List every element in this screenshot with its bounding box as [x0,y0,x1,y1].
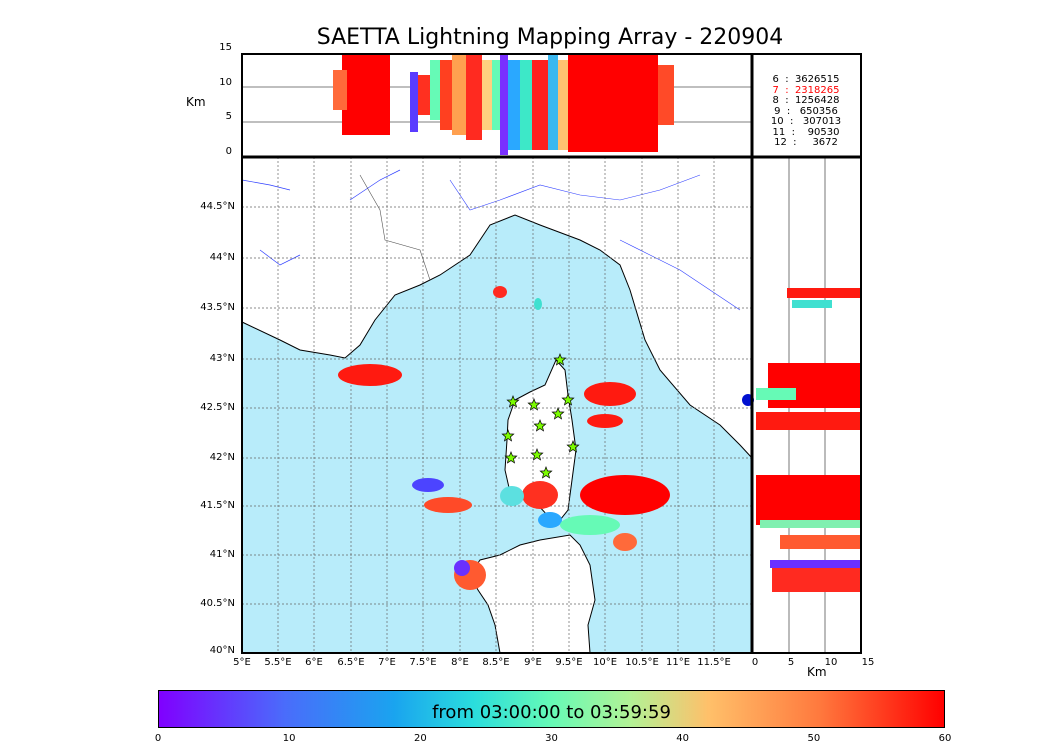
top-panel-y-label: Km [186,95,206,109]
map-panel [241,156,753,654]
longitude-tick: 10°E [592,657,618,668]
colorbar-label: from 03:00:00 to 03:59:59 [432,702,671,723]
latitude-tick: 44.5°N [200,201,235,212]
latitude-altitude-panel [742,156,862,654]
colorbar-tick: 0 [154,733,162,744]
top-panel-y-tick: 5 [225,111,232,122]
source-count-line: 8 : 1256428 [772,95,840,106]
longitude-tick: 10.5°E [625,657,659,668]
source-count-line: 7 : 2318265 [772,84,840,96]
source-count-line: 11 : 90530 [772,126,840,138]
longitude-tick: 8°E [451,657,469,668]
station-markers [501,353,580,479]
right-panel-x-label: Km [807,665,827,679]
longitude-tick: 11.5°E [697,657,731,668]
station-star [551,407,565,420]
source-count-line: 6 : 3626515 [772,74,840,85]
longitude-tick: 6°E [305,657,323,668]
longitude-tick: 6.5°E [337,657,365,668]
latitude-tick: 41°N [209,549,235,560]
source-count-line: 9 : 650356 [774,105,838,117]
station-star [533,419,547,432]
station-star [501,429,515,442]
latitude-tick: 41.5°N [200,500,235,511]
station-star [561,393,575,406]
time-colorbar [158,690,945,728]
colorbar-tick: 20 [413,733,427,744]
longitude-tick: 5°E [233,657,251,668]
altitude-scatter [333,55,674,155]
station-star [527,398,541,411]
station-star [530,448,544,461]
latitude-tick: 42°N [209,452,235,463]
latitude-tick: 43.5°N [200,302,235,313]
source-count-line: 12 : 3672 [774,137,838,148]
longitude-tick: 5.5°E [264,657,292,668]
latitude-tick: 40°N [209,645,235,656]
sardinia-island [469,534,596,654]
right-panel-x-tick: 10 [824,657,838,668]
source-count-line: 10 : 307013 [770,116,842,127]
corsica-island [504,359,577,521]
colorbar-tick: 10 [282,733,296,744]
latitude-tick: 43°N [209,353,235,364]
chart-title: SAETTA Lightning Mapping Array - 220904 [316,25,784,50]
colorbar-tick: 40 [676,733,690,744]
station-star [539,466,553,479]
station-star [553,353,567,366]
colorbar-tick: 30 [545,733,558,744]
latitude-tick: 42.5°N [200,402,235,413]
colorbar-tick: 60 [938,733,952,744]
latitude-tick: 44°N [209,252,235,263]
source-count-list: 6 : 3626515 7 : 2318265 8 : 1256428 9 : 650… [752,74,860,149]
top-panel-y-tick: 10 [219,77,232,88]
right-panel-x-tick: 5 [787,657,795,668]
lightning-clusters [338,286,670,590]
top-panel-y-tick: 0 [225,146,232,157]
right-panel-x-tick: 15 [861,657,875,668]
longitude-tick: 11°E [665,657,691,668]
latitude-tick: 40.5°N [200,598,235,609]
station-star [504,451,518,464]
longitude-tick: 8.5°E [482,657,510,668]
right-panel-x-tick: 0 [751,657,759,668]
longitude-tick: 7.5°E [409,657,437,668]
top-panel-y-tick: 15 [219,42,232,53]
station-star [566,440,580,453]
colorbar-tick: 50 [807,733,821,744]
altitude-panel [241,53,754,158]
longitude-tick: 9°E [524,657,542,668]
longitude-tick: 7°E [378,657,396,668]
longitude-tick: 9.5°E [555,657,583,668]
station-star [506,395,520,408]
